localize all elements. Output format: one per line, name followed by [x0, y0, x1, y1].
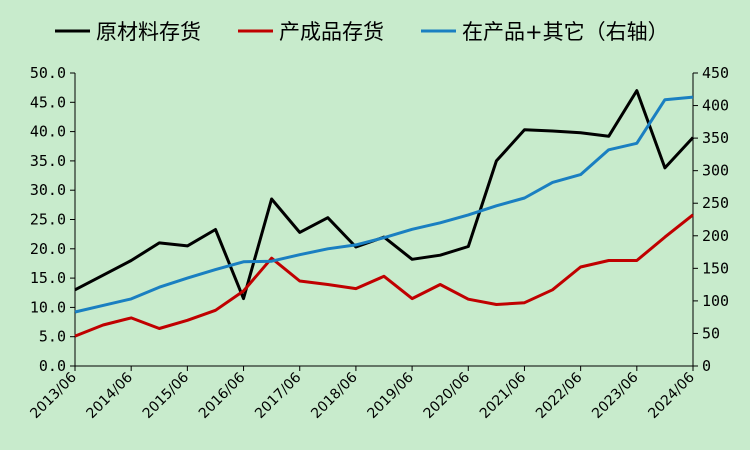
right-tick-label: 300 — [702, 162, 729, 180]
x-tick-label: 2022/06 — [533, 369, 586, 422]
left-tick-label: 5.0 — [39, 328, 66, 346]
left-tick-label: 10.0 — [30, 298, 66, 316]
right-tick-label: 0 — [702, 357, 711, 375]
right-tick-label: 100 — [702, 292, 729, 310]
series-line-1 — [74, 213, 694, 338]
x-tick-label: 2014/06 — [84, 369, 137, 422]
x-tick-label: 2016/06 — [196, 369, 249, 422]
legend: 原材料存货 产成品存货 在产品+其它（右轴） — [55, 20, 669, 44]
x-tick-label: 2017/06 — [252, 369, 305, 422]
left-tick-label: 0.0 — [39, 357, 66, 375]
left-tick-label: 25.0 — [30, 211, 66, 229]
x-tick-label: 2015/06 — [140, 369, 193, 422]
right-tick-label: 450 — [702, 64, 729, 82]
right-tick-label: 150 — [702, 259, 729, 277]
right-tick-label: 400 — [702, 97, 729, 115]
x-tick-label: 2019/06 — [364, 369, 417, 422]
x-tick-label: 2021/06 — [477, 369, 530, 422]
right-tick-label: 50 — [702, 324, 720, 342]
right-tick-label: 350 — [702, 129, 729, 147]
x-tick-label: 2023/06 — [589, 369, 642, 422]
x-tick-label: 2018/06 — [308, 369, 361, 422]
series-line-2 — [74, 95, 694, 314]
left-tick-label: 45.0 — [30, 93, 66, 111]
series-line-0 — [74, 89, 695, 301]
legend-label-1: 产成品存货 — [279, 20, 384, 44]
left-tick-label: 35.0 — [30, 152, 66, 170]
left-tick-label: 30.0 — [30, 181, 66, 199]
x-tick-label: 2020/06 — [421, 369, 474, 422]
series-layer — [74, 89, 695, 338]
legend-label-2: 在产品+其它（右轴） — [462, 20, 669, 44]
x-tick-label: 2024/06 — [645, 369, 698, 422]
left-tick-label: 50.0 — [30, 64, 66, 82]
left-tick-label: 15.0 — [30, 269, 66, 287]
left-tick-label: 40.0 — [30, 123, 66, 141]
right-tick-label: 250 — [702, 194, 729, 212]
x-tick-label: 2013/06 — [27, 369, 80, 422]
left-tick-label: 20.0 — [30, 240, 66, 258]
right-tick-label: 200 — [702, 227, 729, 245]
legend-label-0: 原材料存货 — [96, 20, 201, 44]
axes: 0.0 5.0 10.0 15.0 20.0 25.0 30.0 35.0 40.0 45.0 50… — [27, 64, 729, 422]
